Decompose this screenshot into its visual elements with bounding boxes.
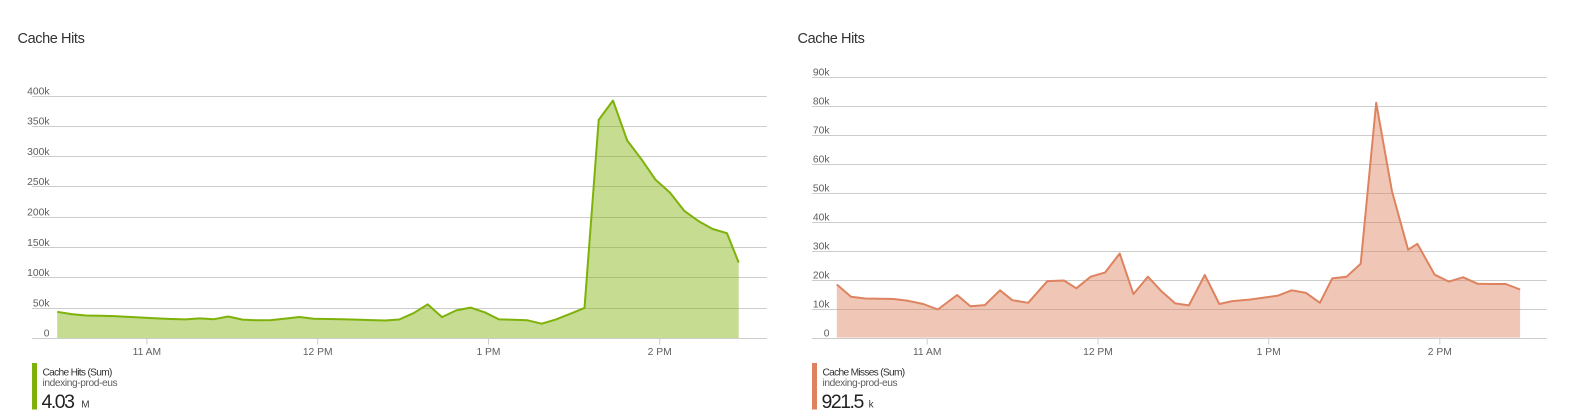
svg-text:50k: 50k <box>813 183 830 194</box>
svg-text:60k: 60k <box>813 154 830 165</box>
svg-text:Cache Hits: Cache Hits <box>798 31 865 47</box>
svg-text:Cache Hits (Sum): Cache Hits (Sum) <box>43 368 112 379</box>
svg-text:2 PM: 2 PM <box>1428 347 1452 358</box>
svg-text:1 PM: 1 PM <box>1257 347 1281 358</box>
svg-text:M: M <box>81 399 89 410</box>
svg-text:250k: 250k <box>27 177 50 188</box>
svg-text:11 AM: 11 AM <box>913 347 941 358</box>
svg-text:90k: 90k <box>813 67 830 78</box>
svg-text:150k: 150k <box>27 238 50 249</box>
svg-text:70k: 70k <box>813 125 830 136</box>
svg-text:Cache Misses (Sum): Cache Misses (Sum) <box>823 368 905 379</box>
svg-text:20k: 20k <box>813 270 830 281</box>
svg-text:11 AM: 11 AM <box>133 347 161 358</box>
svg-text:10k: 10k <box>813 299 830 310</box>
svg-text:12 PM: 12 PM <box>303 347 333 358</box>
svg-text:300k: 300k <box>27 147 50 158</box>
svg-text:40k: 40k <box>813 212 830 223</box>
svg-text:12 PM: 12 PM <box>1083 347 1113 358</box>
svg-text:400k: 400k <box>27 86 50 97</box>
svg-text:200k: 200k <box>27 208 50 219</box>
svg-text:0: 0 <box>824 328 830 339</box>
svg-text:2 PM: 2 PM <box>648 347 672 358</box>
svg-text:4.03: 4.03 <box>42 391 75 413</box>
svg-text:0: 0 <box>44 329 50 340</box>
svg-text:100k: 100k <box>27 268 50 279</box>
svg-text:Cache Hits: Cache Hits <box>18 31 85 47</box>
svg-text:indexing-prod-eus: indexing-prod-eus <box>823 378 898 389</box>
svg-text:80k: 80k <box>813 96 830 107</box>
svg-text:50k: 50k <box>33 298 50 309</box>
svg-text:30k: 30k <box>813 241 830 252</box>
svg-text:921.5: 921.5 <box>822 391 865 413</box>
svg-text:1 PM: 1 PM <box>476 347 500 358</box>
svg-text:indexing-prod-eus: indexing-prod-eus <box>43 378 118 389</box>
svg-text:k: k <box>869 399 875 410</box>
svg-text:350k: 350k <box>27 117 50 128</box>
